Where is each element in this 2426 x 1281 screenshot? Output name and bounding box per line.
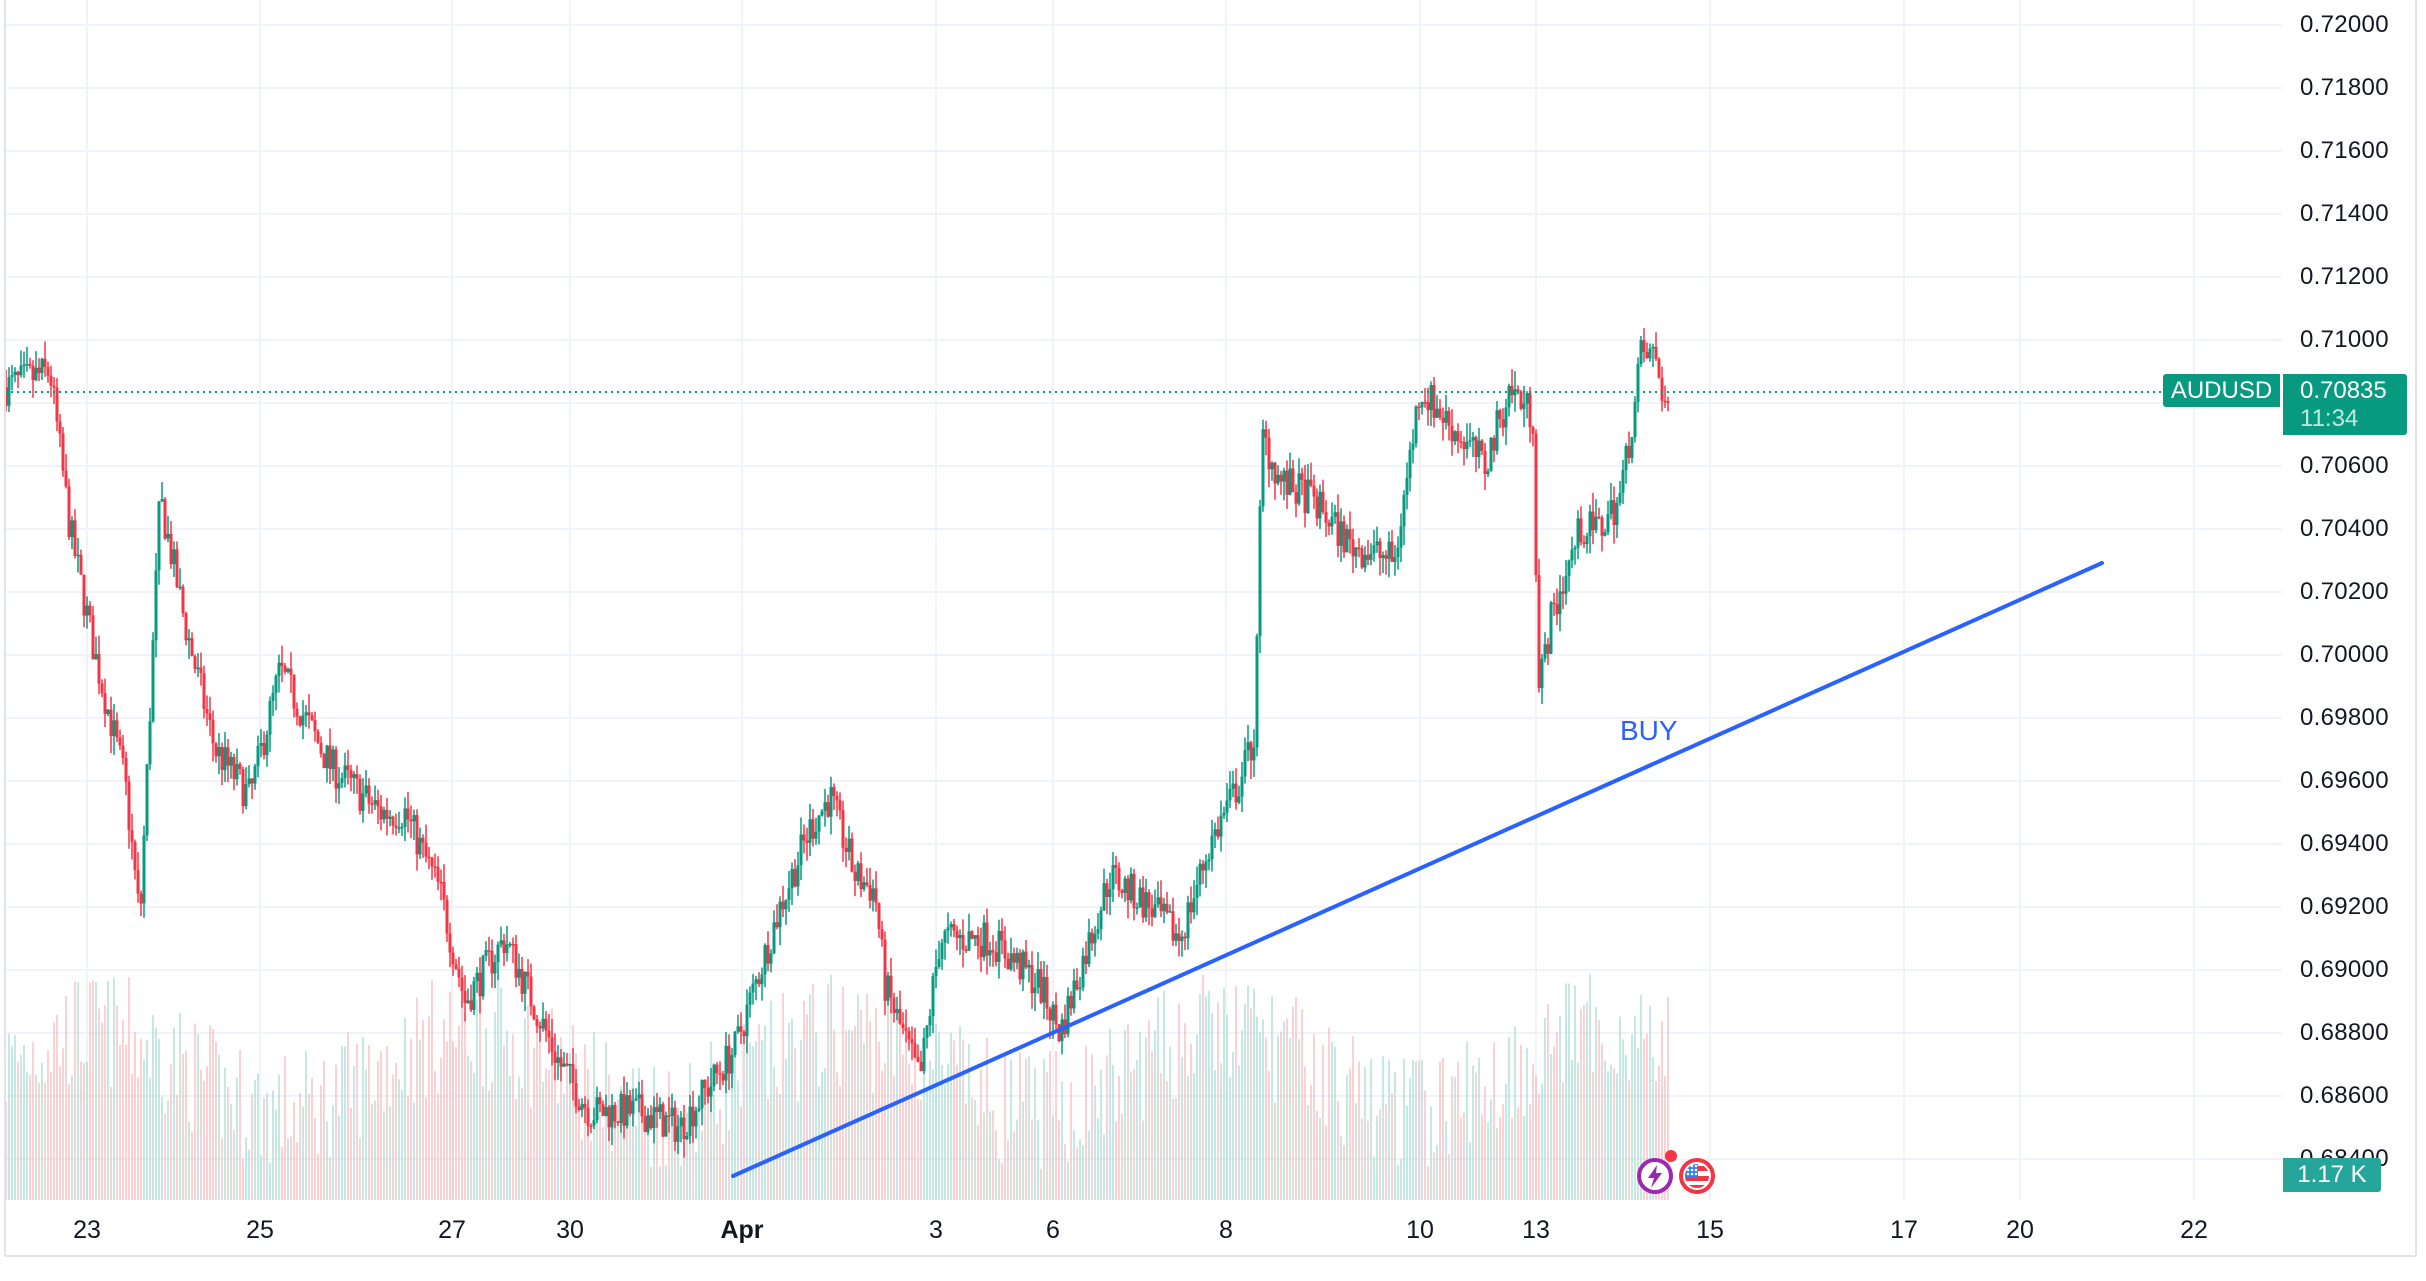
price-tick-label: 0.71000 xyxy=(2300,326,2389,353)
us-event-marker[interactable] xyxy=(1679,1158,1715,1194)
time-tick-label: 15 xyxy=(1696,1216,1724,1244)
time-tick-label: 13 xyxy=(1522,1216,1550,1244)
trendline[interactable] xyxy=(731,561,2104,1178)
price-tick-label: 0.69800 xyxy=(2300,704,2389,731)
price-tick-label: 0.71600 xyxy=(2300,137,2389,164)
price-tick-label: 0.70600 xyxy=(2300,452,2389,479)
price-tick-label: 0.68800 xyxy=(2300,1019,2389,1046)
volume-label: 1.17 K xyxy=(2283,1158,2381,1192)
time-tick-label: 25 xyxy=(246,1216,274,1244)
price-tick-label: 0.69600 xyxy=(2300,767,2389,794)
time-tick-label: 30 xyxy=(556,1216,584,1244)
time-tick-label: 23 xyxy=(73,1216,101,1244)
time-tick-label: 8 xyxy=(1219,1216,1233,1244)
us-flag-icon xyxy=(1685,1164,1709,1188)
buy-annotation[interactable]: BUY xyxy=(1620,715,1678,746)
price-tick-label: 0.69000 xyxy=(2300,956,2389,983)
grid-lines xyxy=(5,0,2282,1200)
last-price-label: 0.70835 11:34 xyxy=(2283,374,2407,435)
volume-bars xyxy=(5,974,1669,1200)
price-tick-label: 0.70000 xyxy=(2300,641,2389,668)
bar-countdown: 11:34 xyxy=(2300,405,2359,432)
time-tick-label: 10 xyxy=(1406,1216,1434,1244)
lightning-icon xyxy=(1648,1165,1662,1188)
time-tick-label: 27 xyxy=(438,1216,466,1244)
last-price-value: 0.70835 xyxy=(2300,377,2387,404)
price-tick-label: 0.70200 xyxy=(2300,578,2389,605)
price-tick-label: 0.68600 xyxy=(2300,1082,2389,1109)
time-tick-label: 3 xyxy=(929,1216,943,1244)
time-tick-label: 17 xyxy=(1890,1216,1918,1244)
price-tick-label: 0.71200 xyxy=(2300,263,2389,290)
notification-dot xyxy=(1665,1150,1677,1162)
symbol-label: AUDUSD xyxy=(2163,374,2280,407)
time-tick-label: Apr xyxy=(720,1216,764,1244)
economic-event-marker[interactable] xyxy=(1637,1158,1673,1194)
price-tick-label: 0.69400 xyxy=(2300,830,2389,857)
price-tick-label: 0.71400 xyxy=(2300,200,2389,227)
candlesticks xyxy=(4,328,1670,1158)
price-tick-label: 0.70400 xyxy=(2300,515,2389,542)
price-tick-label: 0.71800 xyxy=(2300,74,2389,101)
time-tick-label: 20 xyxy=(2006,1216,2034,1244)
price-tick-label: 0.72000 xyxy=(2300,11,2389,38)
time-tick-label: 22 xyxy=(2180,1216,2208,1244)
price-tick-label: 0.69200 xyxy=(2300,893,2389,920)
time-tick-label: 6 xyxy=(1046,1216,1060,1244)
